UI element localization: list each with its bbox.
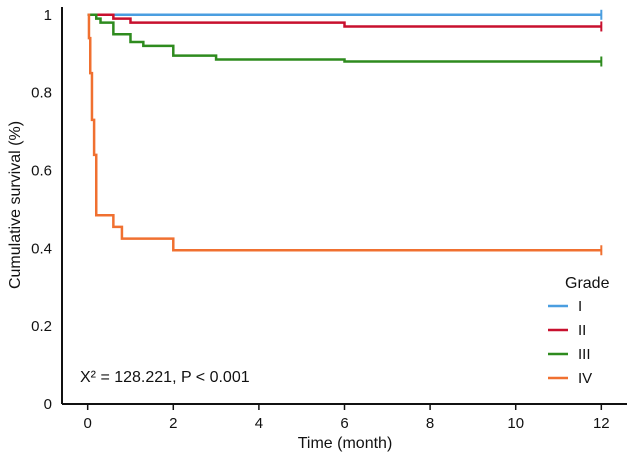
y-tick-label: 1 — [44, 7, 52, 24]
x-tick-label: 10 — [507, 415, 524, 432]
legend-label-II: II — [578, 322, 586, 339]
legend-label-IV: IV — [578, 370, 592, 387]
x-tick-label: 2 — [169, 415, 177, 432]
legend-label-I: I — [578, 298, 582, 315]
x-tick-label: 8 — [426, 415, 434, 432]
plot-area — [87, 9, 603, 256]
y-axis-title: Cumulative survival (%) — [7, 121, 24, 289]
y-tick-label: 0.6 — [31, 162, 52, 179]
series-line-III — [87, 13, 602, 63]
x-tick-label: 4 — [255, 415, 263, 432]
legend-title: Grade — [565, 275, 610, 292]
axes: 0 2 4 6 8 10 12 0 0.2 0.4 0.6 0.8 1 — [31, 7, 627, 432]
y-tick-label: 0 — [44, 396, 52, 413]
legend-label-III: III — [578, 346, 591, 363]
y-tick-label: 0.4 — [31, 240, 52, 257]
x-tick-label: 12 — [593, 415, 610, 432]
x-tick-label: 6 — [340, 415, 348, 432]
x-tick-label: 0 — [84, 415, 92, 432]
y-tick-label: 0.2 — [31, 318, 52, 335]
series-line-IV — [87, 13, 602, 252]
x-axis-title: Time (month) — [298, 435, 393, 452]
series-line-II — [87, 13, 602, 28]
y-tick-label: 0.8 — [31, 85, 52, 102]
chi-square-annotation: X² = 128.221, P < 0.001 — [80, 369, 250, 386]
